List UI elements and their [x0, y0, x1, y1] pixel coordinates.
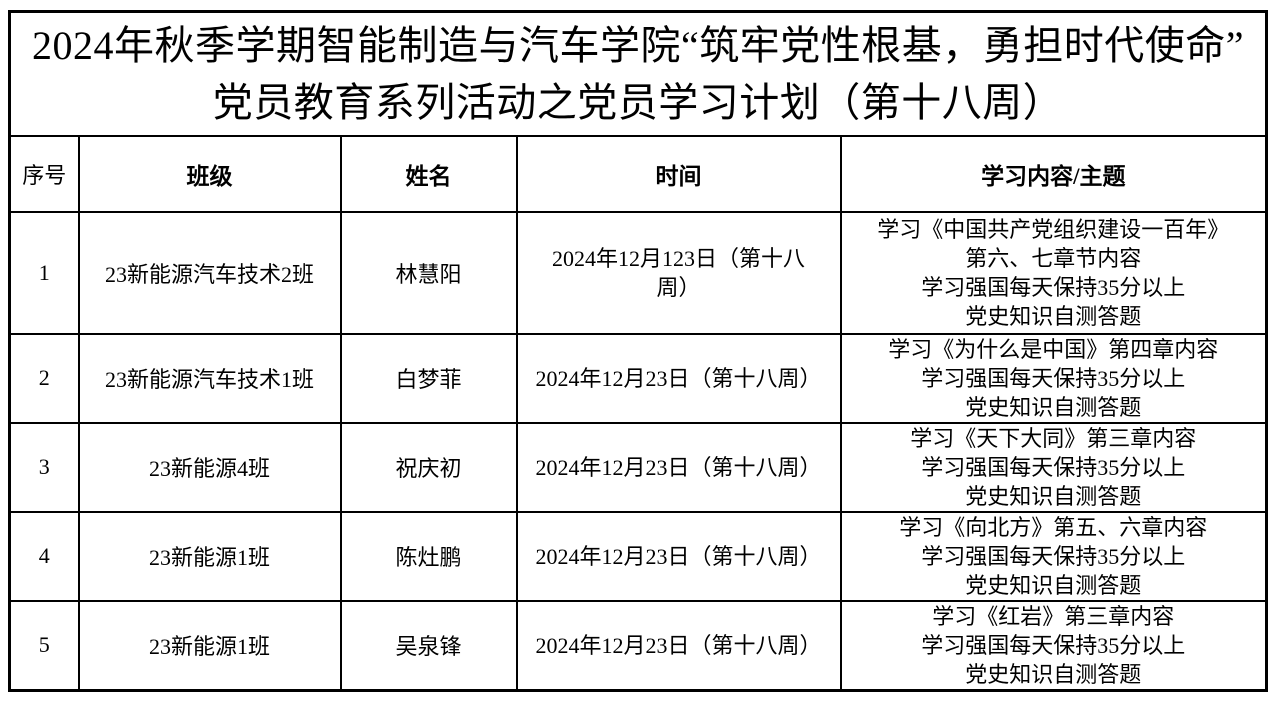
title-row: 2024年秋季学期智能制造与汽车学院“筑牢党性根基，勇担时代使命” 党员教育系列… — [8, 10, 1268, 137]
cell-name: 吴泉锋 — [339, 599, 518, 691]
cell-content: 学习《天下大同》第三章内容 学习强国每天保持35分以上 党史知识自测答题 — [839, 421, 1268, 513]
cell-no: 2 — [8, 332, 80, 424]
cell-time: 2024年12月23日（第十八周） — [515, 421, 842, 513]
cell-name: 陈灶鹏 — [339, 510, 518, 602]
cell-class: 23新能源汽车技术1班 — [77, 332, 342, 424]
table-row: 3 23新能源4班 祝庆初 2024年12月23日（第十八周） 学习《天下大同》… — [8, 421, 1268, 513]
cell-time: 2024年12月23日（第十八周） — [515, 332, 842, 424]
cell-no: 3 — [8, 421, 80, 513]
cell-no: 1 — [8, 210, 80, 335]
table-row: 2 23新能源汽车技术1班 白梦菲 2024年12月23日（第十八周） 学习《为… — [8, 332, 1268, 424]
cell-time: 2024年12月123日（第十八 周） — [515, 210, 842, 335]
header-time: 时间 — [515, 134, 842, 213]
table-row: 4 23新能源1班 陈灶鹏 2024年12月23日（第十八周） 学习《向北方》第… — [8, 510, 1268, 602]
cell-class: 23新能源1班 — [77, 599, 342, 691]
cell-class: 23新能源1班 — [77, 510, 342, 602]
table-row: 5 23新能源1班 吴泉锋 2024年12月23日（第十八周） 学习《红岩》第三… — [8, 599, 1268, 691]
cell-content: 学习《红岩》第三章内容 学习强国每天保持35分以上 党史知识自测答题 — [839, 599, 1268, 691]
cell-name: 林慧阳 — [339, 210, 518, 335]
header-no: 序号 — [8, 134, 80, 213]
cell-content: 学习《为什么是中国》第四章内容 学习强国每天保持35分以上 党史知识自测答题 — [839, 332, 1268, 424]
cell-time: 2024年12月23日（第十八周） — [515, 599, 842, 691]
document-title: 2024年秋季学期智能制造与汽车学院“筑牢党性根基，勇担时代使命” 党员教育系列… — [8, 10, 1268, 137]
cell-name: 祝庆初 — [339, 421, 518, 513]
document-page: 2024年秋季学期智能制造与汽车学院“筑牢党性根基，勇担时代使命” 党员教育系列… — [8, 10, 1269, 692]
cell-no: 4 — [8, 510, 80, 602]
header-name: 姓名 — [339, 134, 518, 213]
header-content: 学习内容/主题 — [839, 134, 1268, 213]
study-plan-table: 2024年秋季学期智能制造与汽车学院“筑牢党性根基，勇担时代使命” 党员教育系列… — [8, 10, 1269, 692]
header-class: 班级 — [77, 134, 342, 213]
table-header-row: 序号 班级 姓名 时间 学习内容/主题 — [8, 134, 1268, 213]
cell-name: 白梦菲 — [339, 332, 518, 424]
cell-content: 学习《中国共产党组织建设一百年》 第六、七章节内容 学习强国每天保持35分以上 … — [839, 210, 1268, 335]
cell-time: 2024年12月23日（第十八周） — [515, 510, 842, 602]
cell-content: 学习《向北方》第五、六章内容 学习强国每天保持35分以上 党史知识自测答题 — [839, 510, 1268, 602]
cell-no: 5 — [8, 599, 80, 691]
cell-class: 23新能源4班 — [77, 421, 342, 513]
cell-class: 23新能源汽车技术2班 — [77, 210, 342, 335]
table-row: 1 23新能源汽车技术2班 林慧阳 2024年12月123日（第十八 周） 学习… — [8, 210, 1268, 335]
